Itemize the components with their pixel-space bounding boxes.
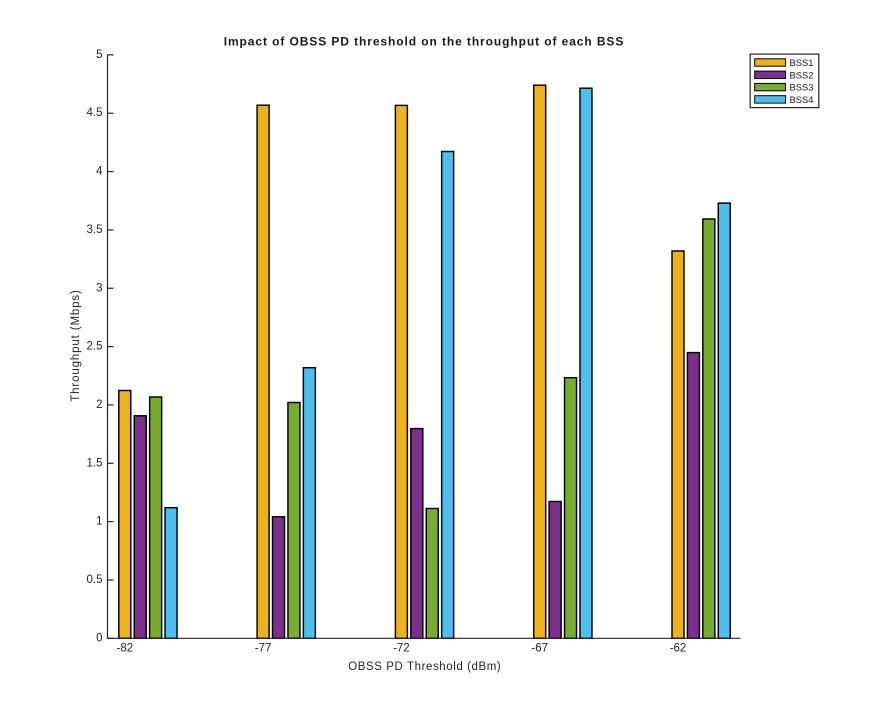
svg-text:2: 2 — [96, 399, 102, 411]
svg-text:5: 5 — [96, 49, 102, 61]
svg-text:Impact of OBSS PD threshold on: Impact of OBSS PD threshold on the throu… — [224, 35, 625, 49]
svg-text:4: 4 — [96, 166, 103, 178]
svg-text:BSS3: BSS3 — [790, 82, 814, 93]
svg-text:4.5: 4.5 — [87, 107, 103, 119]
svg-text:BSS4: BSS4 — [790, 94, 814, 105]
svg-text:1: 1 — [96, 516, 102, 528]
svg-text:-62: -62 — [670, 643, 687, 655]
svg-text:Throughput (Mbps): Throughput (Mbps) — [70, 289, 82, 401]
svg-text:0.5: 0.5 — [87, 574, 103, 586]
svg-text:3.5: 3.5 — [87, 224, 103, 236]
svg-text:0: 0 — [96, 632, 102, 644]
svg-text:-67: -67 — [531, 643, 548, 655]
svg-text:-72: -72 — [393, 643, 410, 655]
svg-text:OBSS PD Threshold (dBm): OBSS PD Threshold (dBm) — [348, 661, 501, 673]
svg-text:BSS1: BSS1 — [790, 57, 814, 68]
svg-text:2.5: 2.5 — [87, 341, 103, 353]
svg-text:BSS2: BSS2 — [790, 69, 814, 80]
svg-text:-77: -77 — [255, 643, 272, 655]
svg-text:-82: -82 — [116, 643, 133, 655]
svg-text:3: 3 — [96, 282, 102, 294]
svg-text:1.5: 1.5 — [87, 457, 103, 469]
